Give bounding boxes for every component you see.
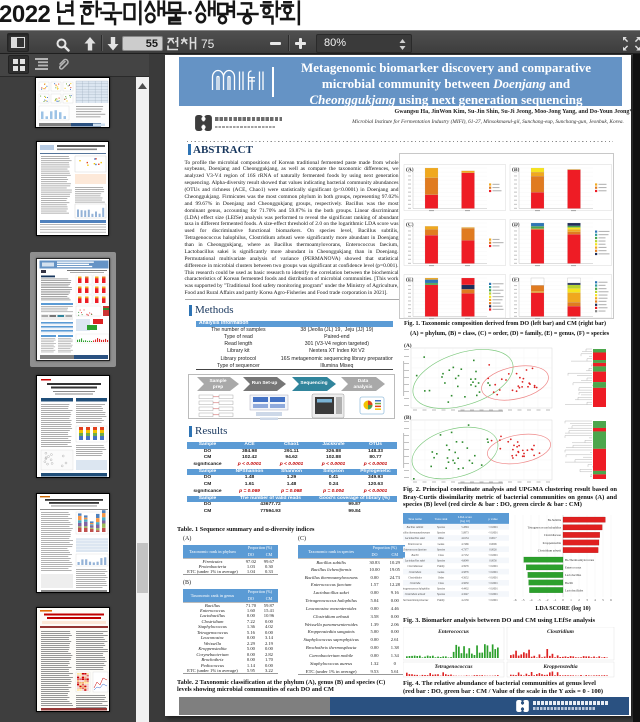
svg-text:(E): (E) xyxy=(406,276,414,283)
svg-text:Clostridiales: Clostridiales xyxy=(408,576,421,579)
svg-text:Thermoactinomycetaceae: Thermoactinomycetaceae xyxy=(403,599,429,602)
svg-text:Clostridium: Clostridium xyxy=(409,571,422,574)
svg-text:Clostridiaceae: Clostridiaceae xyxy=(544,533,562,537)
svg-text:4.5976: 4.5976 xyxy=(461,565,469,568)
svg-text:Tetragenococcus: Tetragenococcus xyxy=(435,664,473,670)
svg-text:-2: -2 xyxy=(546,598,549,602)
svg-text:1: 1 xyxy=(570,598,572,602)
svg-text:Ba.Thermoamylovorans: Ba.Thermoamylovorans xyxy=(565,558,595,562)
svg-text:5.2894: 5.2894 xyxy=(461,526,469,529)
svg-text:Enterococcus: Enterococcus xyxy=(407,543,422,546)
svg-text:p value: p value xyxy=(488,517,498,521)
svg-text:Species: Species xyxy=(437,526,445,529)
svg-text:Bacillus thermoamylovorans: Bacillus thermoamylovorans xyxy=(403,532,430,535)
svg-text:-6: -6 xyxy=(514,598,517,602)
svg-text:5.0873: 5.0873 xyxy=(461,532,469,535)
svg-text:Clostridia: Clostridia xyxy=(410,582,421,585)
svg-text:Bacilli: Bacilli xyxy=(565,581,573,585)
svg-text:Kroppenstedtia: Kroppenstedtia xyxy=(542,664,577,670)
svg-text:4.6049: 4.6049 xyxy=(461,560,469,563)
svg-text:4.7377: 4.7377 xyxy=(461,548,469,551)
svg-text:Species: Species xyxy=(437,593,445,596)
svg-text:Family: Family xyxy=(437,599,445,602)
svg-text:Class: Class xyxy=(438,582,444,585)
svg-text:2: 2 xyxy=(578,598,580,602)
svg-text:(A): (A) xyxy=(406,166,414,173)
svg-text:Genus: Genus xyxy=(438,571,445,574)
svg-text:Taxa rank: Taxa rank xyxy=(435,517,448,521)
svg-text:Enterococcus: Enterococcus xyxy=(437,629,469,635)
svg-text:-4: -4 xyxy=(530,598,533,602)
svg-text:0.0026: 0.0026 xyxy=(489,548,497,551)
svg-text:< 0.0001: < 0.0001 xyxy=(488,593,498,596)
svg-text:Taxa name: Taxa name xyxy=(408,517,422,521)
svg-text:(D): (D) xyxy=(512,221,520,228)
svg-text:Species: Species xyxy=(437,548,445,551)
svg-text:< 0.0001: < 0.0001 xyxy=(488,582,498,585)
svg-text:4.5650: 4.5650 xyxy=(461,582,469,585)
svg-text:Order: Order xyxy=(438,576,444,579)
svg-text:0: 0 xyxy=(562,598,564,602)
svg-text:Enterococcus faecium: Enterococcus faecium xyxy=(403,548,427,551)
svg-text:Lactobacillus sakei: Lactobacillus sakei xyxy=(404,537,425,540)
svg-text:4.6134: 4.6134 xyxy=(461,537,469,540)
svg-text:LDA SCORE (log 10): LDA SCORE (log 10) xyxy=(535,605,590,612)
svg-text:Species: Species xyxy=(437,560,445,563)
svg-text:-3: -3 xyxy=(538,598,541,602)
svg-text:(A): (A) xyxy=(404,342,412,349)
svg-text:LDA score: LDA score xyxy=(458,515,472,519)
svg-text:Tetragenococcus halophilus: Tetragenococcus halophilus xyxy=(528,526,562,530)
svg-text:Ba.Subtilis: Ba.Subtilis xyxy=(548,518,562,522)
svg-text:Genus: Genus xyxy=(438,543,445,546)
svg-text:Other: Other xyxy=(438,537,444,540)
svg-text:0.0017: 0.0017 xyxy=(489,537,497,540)
svg-text:Tetragenococcus halophilus: Tetragenococcus halophilus xyxy=(403,588,430,591)
svg-text:Bacillus subtilis: Bacillus subtilis xyxy=(407,526,424,529)
svg-text:4.5652: 4.5652 xyxy=(461,576,469,579)
svg-text:Class: Class xyxy=(438,554,444,557)
svg-text:5: 5 xyxy=(602,598,604,602)
svg-text:(B): (B) xyxy=(512,166,520,173)
svg-text:(log 10): (log 10) xyxy=(460,519,470,523)
svg-text:(C): (C) xyxy=(406,221,414,228)
svg-text:4.7466: 4.7466 xyxy=(461,543,469,546)
svg-text:4: 4 xyxy=(594,598,596,602)
svg-text:4.7152: 4.7152 xyxy=(461,554,469,557)
svg-text:(B): (B) xyxy=(404,414,412,421)
svg-text:< 0.0001: < 0.0001 xyxy=(488,526,498,529)
svg-text:Lactobacillus: Lactobacillus xyxy=(565,573,582,577)
svg-text:0.0056: 0.0056 xyxy=(489,560,497,563)
svg-text:Kroppenstedtia: Kroppenstedtia xyxy=(543,541,562,545)
svg-text:< 0.0001: < 0.0001 xyxy=(488,554,498,557)
svg-text:< 0.0001: < 0.0001 xyxy=(488,588,498,591)
svg-text:Enterococcus: Enterococcus xyxy=(565,566,582,570)
svg-text:Lactobacillus sakei: Lactobacillus sakei xyxy=(404,560,425,563)
svg-text:Clostridiaceae: Clostridiaceae xyxy=(407,565,423,568)
svg-text:(F): (F) xyxy=(512,276,519,283)
svg-text:< 0.0001: < 0.0001 xyxy=(488,599,498,602)
svg-text:Bacilli: Bacilli xyxy=(412,554,419,557)
svg-text:3: 3 xyxy=(586,598,588,602)
svg-text:4.3247: 4.3247 xyxy=(461,593,469,596)
svg-text:-1: -1 xyxy=(554,598,557,602)
svg-text:-5: -5 xyxy=(522,598,525,602)
svg-text:< 0.0001: < 0.0001 xyxy=(488,565,498,568)
svg-text:Family: Family xyxy=(437,565,445,568)
svg-text:Species: Species xyxy=(437,532,445,535)
svg-text:6: 6 xyxy=(610,598,612,602)
svg-text:0.0006: 0.0006 xyxy=(489,543,497,546)
svg-text:4.2159: 4.2159 xyxy=(461,599,469,602)
svg-text:Clostridium: Clostridium xyxy=(547,629,575,635)
svg-text:< 0.0001: < 0.0001 xyxy=(488,576,498,579)
svg-text:4.4432: 4.4432 xyxy=(461,588,469,591)
svg-text:Clostridium arbusti: Clostridium arbusti xyxy=(405,593,426,596)
svg-text:< 0.0001: < 0.0001 xyxy=(488,532,498,535)
svg-text:4.5876: 4.5876 xyxy=(461,571,469,574)
svg-text:< 0.0001: < 0.0001 xyxy=(488,571,498,574)
svg-text:Lactobacillales: Lactobacillales xyxy=(565,588,584,592)
svg-text:Species: Species xyxy=(437,588,445,591)
svg-text:Clostridium arbusti: Clostridium arbusti xyxy=(538,548,561,552)
